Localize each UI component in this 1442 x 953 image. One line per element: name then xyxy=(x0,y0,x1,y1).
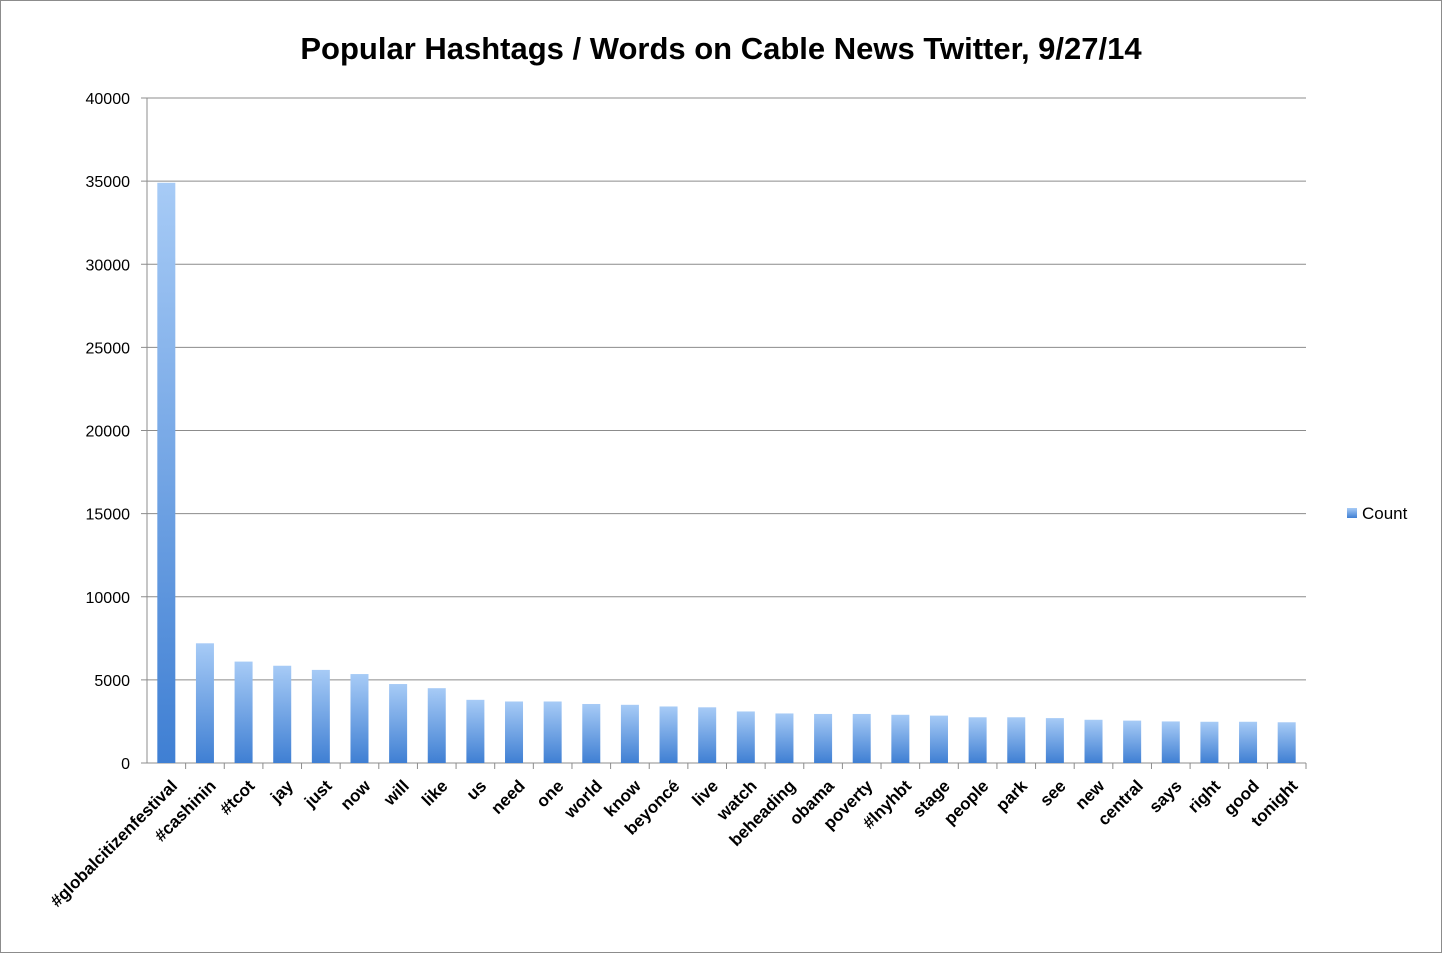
bar xyxy=(505,701,524,763)
bar xyxy=(389,684,408,763)
bar xyxy=(1277,722,1296,763)
y-tick-label: 10000 xyxy=(86,590,131,607)
bar xyxy=(1007,717,1026,763)
bar xyxy=(929,715,948,763)
x-tick-label: now xyxy=(337,776,375,814)
x-tick-label: park xyxy=(992,776,1031,815)
y-tick-label: 15000 xyxy=(86,507,131,524)
bar xyxy=(466,699,485,763)
bar xyxy=(234,661,253,763)
bar xyxy=(427,688,446,763)
y-tick-label: 5000 xyxy=(94,673,130,690)
bar xyxy=(736,711,755,763)
legend: Count xyxy=(1347,504,1408,523)
x-tick-label: #globalcitizenfestival xyxy=(47,776,181,910)
legend-label-count: Count xyxy=(1362,504,1408,523)
x-axis-ticks: #globalcitizenfestival#cashinin#tcot jay j… xyxy=(47,763,1307,911)
gridlines xyxy=(147,97,1306,681)
x-tick-label: need xyxy=(487,776,528,817)
bar xyxy=(814,713,833,763)
legend-swatch-count xyxy=(1347,508,1357,518)
bar xyxy=(891,714,910,763)
x-tick-label: us xyxy=(463,776,490,803)
bar xyxy=(311,669,330,763)
x-tick-label: world xyxy=(560,776,606,822)
bar xyxy=(195,643,214,763)
y-tick-label: 30000 xyxy=(86,257,131,274)
y-tick-label: 25000 xyxy=(86,340,131,357)
bar xyxy=(775,713,794,763)
x-tick-label: right xyxy=(1184,776,1224,816)
y-tick-label: 40000 xyxy=(86,91,131,108)
bar xyxy=(852,713,871,763)
bar xyxy=(1239,721,1258,763)
bar xyxy=(157,182,176,764)
bar xyxy=(659,706,678,763)
bars xyxy=(157,182,1296,764)
bar xyxy=(582,703,601,763)
bar xyxy=(698,707,717,763)
chart-title: Popular Hashtags / Words on Cable News T… xyxy=(300,31,1142,66)
y-tick-label: 0 xyxy=(121,756,130,773)
x-tick-label: jay xyxy=(266,776,297,807)
x-tick-label: says xyxy=(1145,776,1185,816)
bar xyxy=(543,701,562,763)
bar xyxy=(1200,721,1219,763)
bar xyxy=(1161,721,1180,763)
bar xyxy=(273,665,292,763)
x-tick-label: like xyxy=(418,776,451,809)
x-tick-label: see xyxy=(1036,776,1069,809)
bar xyxy=(620,704,639,763)
x-tick-label: will xyxy=(379,776,413,810)
y-tick-label: 20000 xyxy=(86,424,131,441)
bar xyxy=(1084,719,1103,763)
x-tick-label: live xyxy=(689,776,722,809)
x-tick-label: #tcot xyxy=(216,776,258,818)
bar xyxy=(1123,720,1142,763)
bar xyxy=(1045,718,1064,763)
y-tick-label: 35000 xyxy=(86,174,131,191)
bar xyxy=(350,674,369,763)
y-axis-ticks: 0 5000 10000 15000 20000 25000 30000 35000 40000 xyxy=(86,91,147,773)
x-tick-label: just xyxy=(300,776,336,812)
bar xyxy=(968,717,987,763)
